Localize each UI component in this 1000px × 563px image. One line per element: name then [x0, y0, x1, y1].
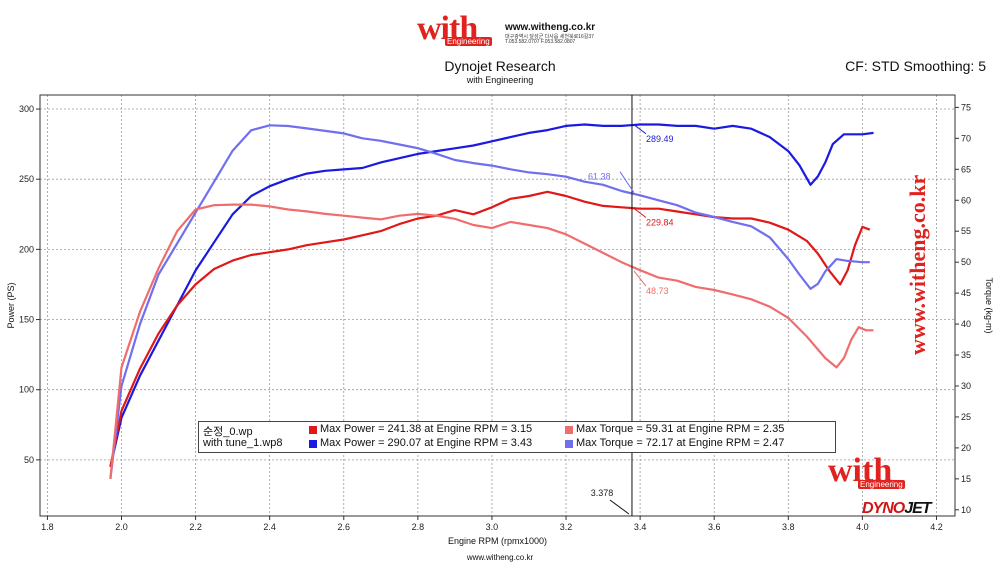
correction-factor-label: CF: STD Smoothing: 5	[845, 58, 986, 74]
legend-swatch-stock-power	[309, 426, 317, 434]
y2-tick-label: 50	[961, 257, 971, 267]
y2-tick-label: 70	[961, 133, 971, 143]
watermark-vertical-site: www.witheng.co.kr	[905, 174, 930, 355]
x-axis-label: Engine RPM (rpmx1000)	[448, 536, 547, 546]
stock-power-line	[109, 190, 871, 468]
legend-file-tune: with tune_1.wp8	[203, 437, 283, 449]
header-address: 대구광역시 달성군 다사읍 세천북로16길37 T.053.582.0707 F…	[505, 34, 594, 45]
y2-tick-label: 15	[961, 474, 971, 484]
dynojet-logo-b: JET	[904, 500, 931, 517]
y2-tick-label: 30	[961, 381, 971, 391]
rpm-cursor-label: 3.378	[591, 488, 614, 498]
legend-stock-power: Max Power = 241.38 at Engine RPM = 3.15	[320, 423, 533, 435]
x-tick-label: 3.8	[782, 522, 795, 532]
annotation-label: 48.73	[646, 286, 669, 296]
x-tick-label: 2.0	[115, 522, 128, 532]
legend-tune-torque: Max Torque = 72.17 at Engine RPM = 2.47	[576, 437, 785, 449]
y2-tick-label: 25	[961, 412, 971, 422]
legend-swatch-stock-torque	[565, 426, 573, 434]
chart-title: Dynojet Research	[444, 58, 556, 74]
y2-tick-label: 55	[961, 226, 971, 236]
x-tick-label: 3.4	[634, 522, 647, 532]
y2-tick-label: 20	[961, 443, 971, 453]
y-tick-label: 300	[19, 104, 34, 114]
x-tick-label: 4.2	[930, 522, 943, 532]
dynojet-logo: DYNOJET	[862, 500, 932, 518]
footer-site: www.witheng.co.kr	[466, 553, 534, 562]
y2-tick-label: 60	[961, 195, 971, 205]
y-tick-label: 100	[19, 385, 34, 395]
annotation-layer: 289.49 229.84 61.38 48.73	[588, 124, 674, 296]
plot-frame	[39, 94, 956, 517]
chart-subtitle: with Engineering	[466, 75, 534, 85]
legend-swatch-tune-torque	[565, 440, 573, 448]
stock-torque-line	[109, 203, 874, 480]
x-tick-label: 3.2	[560, 522, 573, 532]
axes: 1.8 2.0 2.2 2.4 2.6 2.8 3.0 3.2 3.4 3.6 3.8 4.0 4.2 5…	[6, 94, 994, 546]
x-tick-label: 3.0	[486, 522, 499, 532]
y2-tick-label: 65	[961, 164, 971, 174]
legend-row-tune: with tune_1.wp8 Max Power = 290.07 at En…	[203, 437, 833, 451]
y-tick-label: 250	[19, 174, 34, 184]
y-tick-label: 200	[19, 244, 34, 254]
y2-tick-label: 35	[961, 350, 971, 360]
x-tick-label: 1.8	[41, 522, 54, 532]
header-site: www.witheng.co.kr	[505, 22, 596, 33]
legend: 순정_0.wp Max Power = 241.38 at Engine RPM…	[198, 421, 836, 453]
series-layer	[109, 123, 874, 480]
y-tick-label: 150	[19, 315, 34, 325]
annotation-label: 289.49	[646, 134, 674, 144]
y-axis-label: Power (PS)	[6, 282, 16, 328]
y2-tick-label: 75	[961, 102, 971, 112]
brand-logo-sub: Engineering	[445, 37, 492, 46]
y2-tick-label: 10	[961, 505, 971, 515]
y-tick-label: 50	[24, 455, 34, 465]
annotation-pointer	[633, 208, 647, 218]
tune-torque-line	[109, 124, 870, 480]
annotation-pointer	[633, 124, 647, 135]
x-tick-label: 2.8	[412, 522, 425, 532]
x-tick-label: 2.2	[189, 522, 202, 532]
annotation-label: 61.38	[588, 172, 611, 182]
x-tick-label: 4.0	[856, 522, 869, 532]
y2-axis-label: Torque (kg-m)	[984, 277, 994, 333]
x-tick-label: 2.6	[338, 522, 351, 532]
y2-tick-label: 40	[961, 319, 971, 329]
annotation-pointer	[619, 171, 635, 193]
legend-tune-power: Max Power = 290.07 at Engine RPM = 3.43	[320, 437, 533, 449]
header: with Engineering www.witheng.co.kr 대구광역시…	[0, 0, 1000, 90]
watermark-logo-sub: Engineering	[858, 480, 905, 489]
annotation-pointer	[633, 270, 647, 287]
rpm-cursor-arrow	[609, 499, 630, 515]
legend-row-stock: 순정_0.wp Max Power = 241.38 at Engine RPM…	[203, 423, 833, 438]
legend-swatch-tune-power	[309, 440, 317, 448]
legend-stock-torque: Max Torque = 59.31 at Engine RPM = 2.35	[576, 423, 785, 435]
x-tick-label: 2.4	[263, 522, 276, 532]
grid	[40, 95, 955, 516]
y2-tick-label: 45	[961, 288, 971, 298]
legend-file-stock: 순정_0.wp	[203, 426, 253, 438]
x-tick-label: 3.6	[708, 522, 721, 532]
dynojet-logo-a: DYNO	[862, 500, 905, 517]
annotation-label: 229.84	[646, 217, 674, 227]
